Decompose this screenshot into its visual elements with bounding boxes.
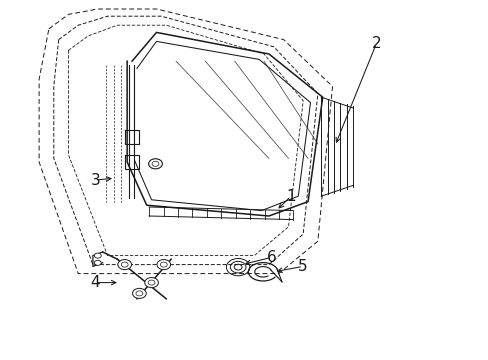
Text: 5: 5	[298, 259, 307, 274]
Circle shape	[136, 291, 142, 296]
Circle shape	[121, 262, 128, 267]
Circle shape	[144, 278, 158, 288]
Circle shape	[148, 280, 155, 285]
Text: 4: 4	[90, 275, 100, 290]
Text: 3: 3	[90, 172, 100, 188]
Circle shape	[160, 262, 167, 267]
Circle shape	[152, 161, 159, 166]
Circle shape	[157, 260, 170, 270]
Text: 1: 1	[285, 189, 295, 204]
Circle shape	[148, 159, 162, 169]
Text: 6: 6	[266, 250, 276, 265]
Text: 2: 2	[371, 36, 381, 51]
Circle shape	[132, 288, 146, 298]
Circle shape	[94, 260, 101, 265]
Circle shape	[94, 253, 101, 258]
Circle shape	[118, 260, 131, 270]
